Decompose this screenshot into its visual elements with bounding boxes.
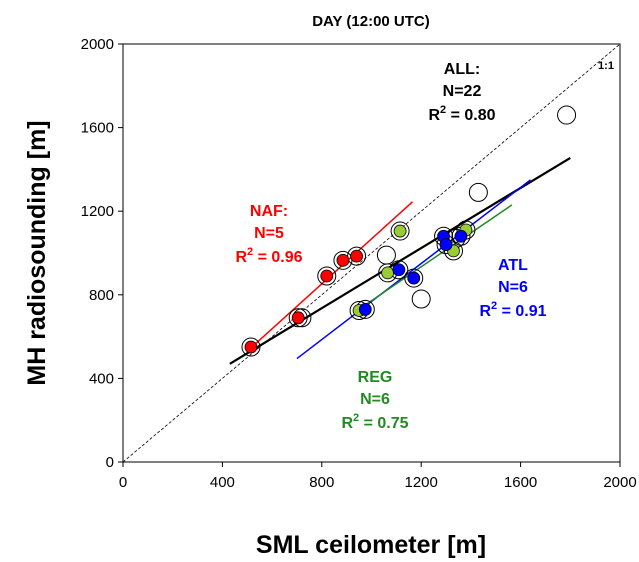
point-naf [320, 269, 334, 283]
annotation-all-name: ALL: [444, 61, 480, 78]
y-tick-label: 0 [106, 454, 114, 471]
annotation-all-n: N=22 [443, 83, 482, 100]
one-to-one-line [122, 43, 621, 463]
annotation-reg: REG N=6 R2 = 0.75 [341, 369, 408, 432]
point-all [390, 221, 410, 241]
point-all [411, 289, 431, 309]
annotation-naf: NAF: N=5 R2 = 0.96 [235, 203, 302, 266]
point-reg [381, 266, 395, 280]
plot-frame [122, 43, 621, 463]
annotation-atl: ATL N=6 R2 = 0.91 [479, 257, 546, 320]
y-tick-label: 800 [89, 287, 114, 304]
point-all [468, 182, 488, 202]
annotation-reg-name: REG [358, 369, 393, 386]
point-all [557, 105, 577, 125]
x-tick-label: 0 [119, 474, 127, 491]
point-all [404, 268, 424, 288]
x-tick-label: 1200 [405, 474, 438, 491]
point-atl [358, 303, 372, 316]
y-tick-label: 2000 [81, 36, 114, 53]
y-axis-title: MH radiosounding [m] [23, 120, 51, 385]
annotation-reg-n: N=6 [360, 391, 390, 408]
point-all [317, 266, 337, 286]
one-to-one-label: 1:1 [598, 60, 614, 72]
point-all [288, 308, 308, 328]
point-naf [350, 249, 363, 263]
y-tick-label: 1600 [81, 120, 114, 137]
point-naf [291, 311, 305, 325]
point-atl [407, 271, 421, 285]
annotation-atl-name: ATL [498, 257, 528, 274]
point-atl [439, 238, 453, 252]
point-reg [393, 224, 407, 238]
x-tick-label: 400 [210, 474, 235, 491]
point-atl [392, 263, 406, 277]
point-all [376, 245, 396, 265]
x-tick-label: 2000 [603, 474, 636, 491]
x-axis-title: SML ceilometer [m] [256, 531, 486, 559]
y-tick-label: 400 [89, 370, 114, 387]
annotation-atl-n: N=6 [498, 279, 528, 296]
point-naf [244, 340, 258, 354]
point-atl [454, 229, 468, 243]
annotation-all: ALL: N=22 R2 = 0.80 [428, 61, 495, 124]
annotation-naf-r2: R2 = 0.96 [235, 246, 302, 266]
y-tick-label: 1200 [81, 203, 114, 220]
annotation-reg-r2: R2 = 0.75 [341, 412, 408, 432]
annotation-naf-name: NAF: [250, 203, 288, 220]
x-tick-label: 1600 [504, 474, 537, 491]
fit-line-reg [353, 204, 513, 314]
point-naf [336, 253, 350, 267]
annotation-atl-r2: R2 = 0.91 [479, 300, 546, 320]
annotation-naf-n: N=5 [254, 225, 284, 242]
annotation-all-r2: R2 = 0.80 [428, 104, 495, 124]
x-tick-label: 800 [309, 474, 334, 491]
point-all [241, 337, 261, 357]
chart-title: DAY (12:00 UTC) [312, 13, 430, 30]
